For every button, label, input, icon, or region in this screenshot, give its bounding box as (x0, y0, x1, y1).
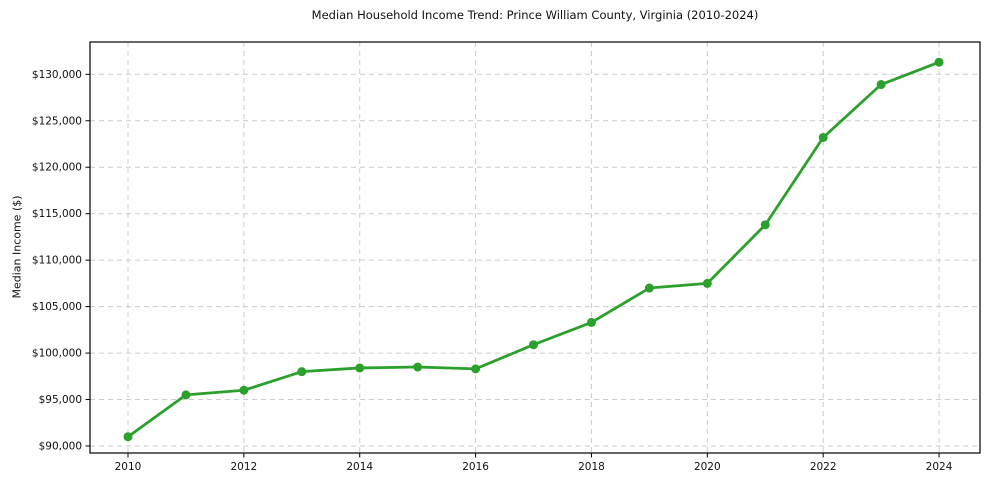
data-point-marker (586, 317, 596, 327)
y-tick-label: $90,000 (39, 441, 82, 453)
x-tick-label: 2016 (462, 461, 489, 473)
y-tick-label: $120,000 (32, 162, 82, 174)
data-point-marker (413, 362, 423, 372)
data-point-marker (644, 283, 654, 293)
data-point-marker (471, 364, 481, 374)
x-tick-label: 2018 (578, 461, 605, 473)
y-tick-label: $95,000 (39, 394, 82, 406)
data-point-marker (529, 340, 539, 350)
trend-line (126, 60, 941, 439)
y-tick-label: $130,000 (32, 69, 82, 81)
chart-title: Median Household Income Trend: Prince Wi… (311, 8, 759, 22)
data-point-marker (818, 132, 828, 142)
data-point-marker (876, 80, 886, 90)
x-tick-label: 2012 (230, 461, 257, 473)
y-tick-label: $100,000 (32, 348, 82, 360)
data-point-marker (123, 432, 133, 442)
data-point-marker (297, 367, 307, 377)
data-point-marker (181, 390, 191, 400)
x-tick-label: 2022 (810, 461, 837, 473)
data-point-marker (239, 385, 249, 395)
x-tick-label: 2020 (694, 461, 721, 473)
plot-border (89, 41, 981, 454)
y-tick-label: $105,000 (32, 301, 82, 313)
data-point-marker (760, 220, 770, 230)
x-tick-label: 2024 (926, 461, 953, 473)
y-tick-label: $115,000 (32, 208, 82, 220)
data-point-marker (355, 363, 365, 373)
y-tick-label: $125,000 (32, 115, 82, 127)
y-tick-label: $110,000 (32, 255, 82, 267)
x-tick-label: 2010 (115, 461, 142, 473)
x-tick-label: 2014 (346, 461, 373, 473)
data-point-marker (702, 278, 712, 288)
data-point-marker (934, 57, 944, 67)
